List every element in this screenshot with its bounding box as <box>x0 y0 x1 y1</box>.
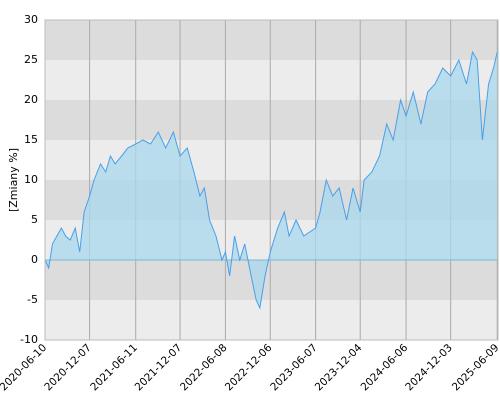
band <box>45 300 498 340</box>
y-tick-label: 10 <box>24 173 38 186</box>
x-tick-label: 2024-12-03 <box>403 342 455 394</box>
y-tick-label: -10 <box>20 333 38 346</box>
x-tick-label: 2022-12-06 <box>223 342 275 394</box>
y-tick-label: 0 <box>31 253 38 266</box>
x-tick-label: 2025-06-09 <box>450 342 500 394</box>
y-tick-label: 25 <box>24 53 38 66</box>
y-axis-label: [Zmiany %] <box>7 148 20 212</box>
y-tick-label: 15 <box>24 133 38 146</box>
x-tick-label: 2023-12-04 <box>313 342 365 394</box>
y-tick-label: 5 <box>31 213 38 226</box>
band <box>45 60 498 100</box>
x-tick-label: 2020-12-07 <box>42 342 94 394</box>
plot-border <box>44 19 499 341</box>
y-tick-label: -5 <box>27 293 38 306</box>
band <box>45 260 498 300</box>
y-tick-label: 30 <box>24 13 38 26</box>
area-fill <box>45 52 498 308</box>
x-tick-label: 2022-06-08 <box>178 342 230 394</box>
band <box>45 20 498 60</box>
y-tick-label: 20 <box>24 93 38 106</box>
x-tick-label: 2023-06-07 <box>268 342 320 394</box>
x-tick-label: 2021-12-07 <box>133 342 185 394</box>
data-line <box>44 50 498 310</box>
